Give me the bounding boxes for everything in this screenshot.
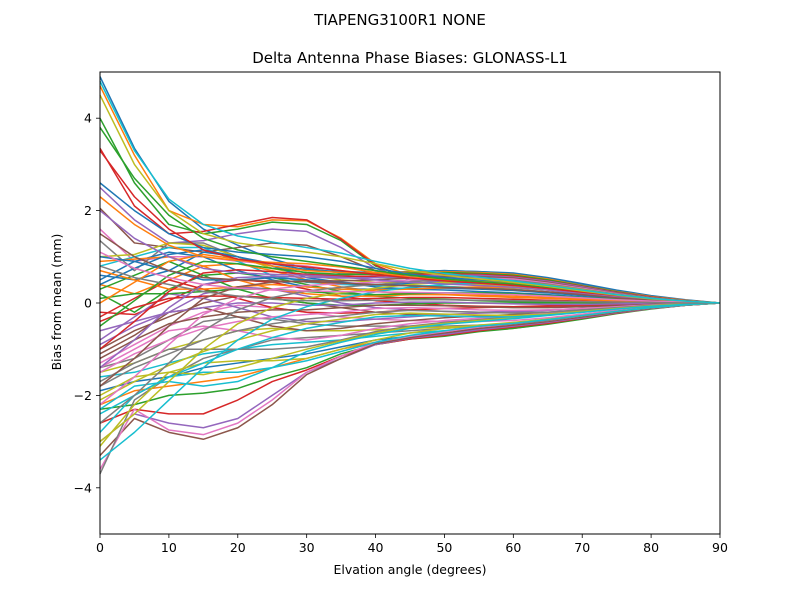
x-axis-label: Elvation angle (degrees) (333, 562, 486, 577)
x-tick-label: 60 (505, 540, 521, 555)
x-tick-label: 50 (436, 540, 452, 555)
figure-suptitle: TIAPENG3100R1 NONE (313, 11, 486, 29)
y-tick-label: −2 (74, 388, 92, 403)
series-line-s30 (99, 302, 721, 433)
series-line-s65 (99, 210, 721, 304)
plot-area (99, 71, 721, 535)
x-tick-label: 90 (712, 540, 728, 555)
chart-title: Delta Antenna Phase Biases: GLONASS-L1 (252, 49, 568, 67)
x-tick-label: 70 (574, 540, 590, 555)
series-line-s45 (99, 301, 720, 346)
series-line-s46 (99, 302, 721, 360)
x-tick-label: 10 (161, 540, 177, 555)
x-tick-label: 40 (368, 540, 384, 555)
x-tick-label: 30 (299, 540, 315, 555)
y-tick-label: 2 (84, 203, 92, 218)
series-line-s64 (99, 150, 721, 304)
y-axis-label: Bias from mean (mm) (49, 234, 64, 371)
series-line-s33 (99, 260, 720, 307)
series-line-s70 (99, 80, 721, 304)
series-line-s48 (99, 302, 721, 387)
y-axis: −4 −2 0 2 4 (74, 111, 100, 495)
x-tick-label: 0 (96, 540, 104, 555)
series-line-s47 (99, 302, 721, 373)
x-tick-label: 20 (230, 540, 246, 555)
series-line-s50 (99, 302, 721, 415)
series-line-s26 (99, 302, 721, 456)
series-line-s68 (99, 265, 720, 304)
series-line-s66 (99, 233, 721, 304)
series-line-s67 (99, 251, 721, 304)
x-tick-label: 80 (643, 540, 659, 555)
series-layer (99, 76, 721, 475)
x-axis: 0 10 20 30 40 50 60 70 80 90 (96, 534, 728, 555)
y-tick-label: 0 (84, 296, 92, 311)
y-tick-label: 4 (84, 111, 92, 126)
y-tick-label: −4 (74, 480, 92, 495)
